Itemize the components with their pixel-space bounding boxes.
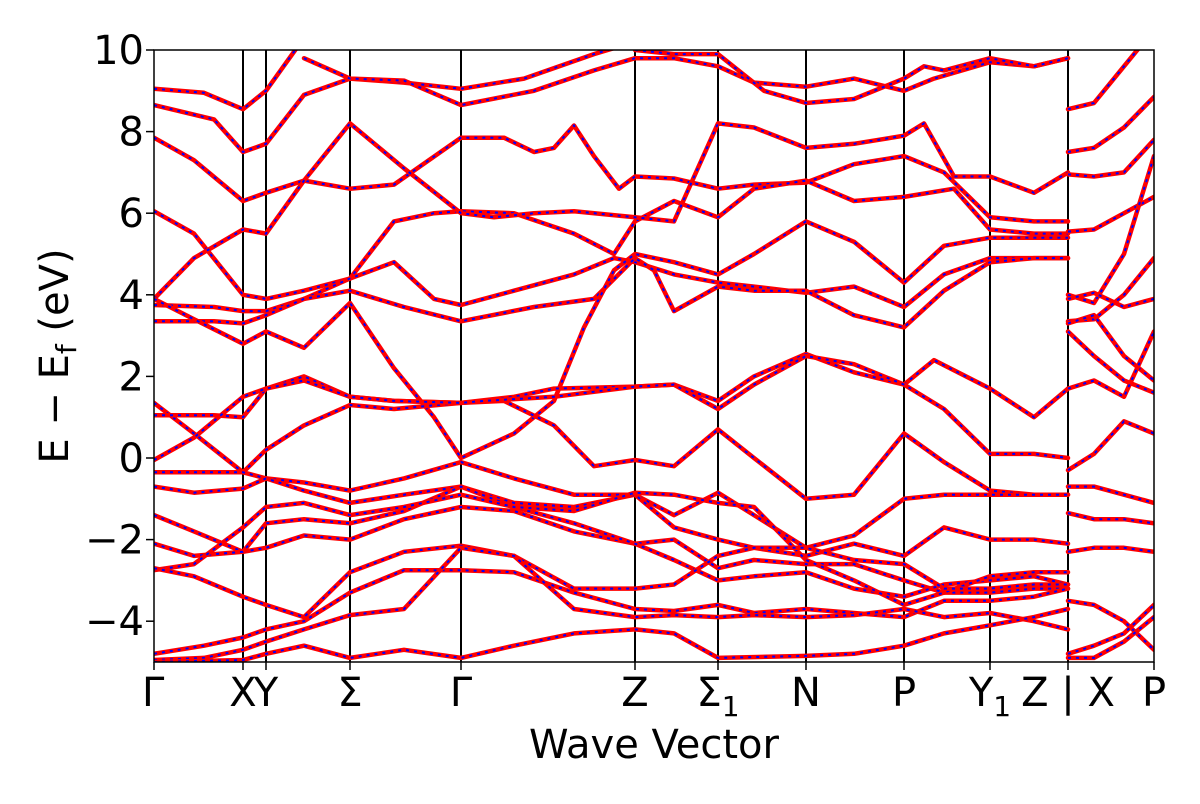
x-tick-label-11: P [1142,670,1166,716]
band-wannier-22 [1067,50,1139,111]
x-tick-label-8: P [892,670,916,716]
x-tick-label-5: Z [621,670,648,716]
band-dft-28 [1065,255,1154,324]
band-wannier-24 [1067,139,1154,178]
y-axis-label-sub: f [50,343,83,354]
band-dft-24 [1065,137,1154,179]
band-wannier-12 [154,354,1069,461]
band-wannier-0 [154,50,297,111]
band-wannier-33 [1068,485,1154,504]
band-dft-33 [1065,484,1154,506]
band-wannier-10 [154,352,1069,474]
band-wannier-3 [634,50,1069,105]
band-wannier-28 [1067,257,1154,323]
y-tick-label: 10 [93,28,144,74]
band-wannier-9 [154,220,1068,460]
band-wannier-35 [1067,546,1154,553]
y-axis-label-main: E − E [32,354,78,464]
x-tick-label-1: X [229,670,256,716]
band-wannier-16 [154,485,1069,598]
band-wannier-36 [1067,599,1154,651]
band-wannier-19 [154,569,1069,655]
y-tick-label: −2 [85,518,144,564]
band-dft-38 [1065,614,1154,661]
y-axis-label: E − Ef (eV) [32,248,83,463]
y-axis-label-unit: (eV) [32,248,78,344]
band-wannier-34 [1067,512,1154,525]
y-tick-label: 6 [119,191,144,237]
band-wannier-37 [1067,604,1154,655]
band-wannier-31 [1067,331,1154,399]
x-tick-label-7: N [791,670,821,716]
kpoint-lines [242,50,1069,662]
band-dft-26 [1065,153,1154,306]
x-tick-label-6: Σ1 [696,670,739,723]
x-tick-label-2: Y [253,670,279,716]
y-tick-label: 4 [119,273,144,319]
band-wannier-14 [154,477,1069,557]
band-dft-2 [301,55,1071,108]
x-axis-label: Wave Vector [529,722,780,768]
y-tick-label: 2 [119,354,144,400]
band-wannier-30 [1067,330,1154,394]
x-tick-label-0: Γ [142,670,165,716]
band-wannier-6 [154,121,1069,300]
band-wannier-2 [303,57,1069,107]
band-dft-32 [1065,419,1154,473]
y-tick-label: −4 [85,599,144,645]
band-dft-23 [1065,94,1154,155]
band-wannier-21 [154,608,1069,662]
band-dft-27 [1065,290,1154,310]
plot-frame [153,49,1155,663]
band-dft-0 [154,50,299,112]
x-tick-label-9: Y1 [968,670,1011,723]
band-wannier-20 [154,546,1069,661]
x-axis: Γ XY Σ Γ Z Σ1 N P Y1 Z | X P [142,662,1166,723]
band-lines [154,50,1154,662]
band-dft-9 [154,219,1071,461]
x-tick-label-10: Z | X [1021,670,1115,716]
y-tick-label: 0 [119,436,144,482]
y-tick-label: 8 [119,110,144,156]
band-wannier-5 [154,179,1068,300]
x-tick-label-3: Σ [337,670,362,716]
band-wannier-18 [154,544,1068,619]
band-dft-14 [154,476,1071,559]
band-dft-22 [1065,50,1141,112]
band-wannier-17 [154,491,1068,606]
band-dft-12 [154,353,1071,463]
band-dft-3 [632,50,1071,106]
x-tick-label-4: Γ [450,670,473,716]
band-wannier-8 [154,256,1068,329]
y-axis: −4 −2 0 2 4 6 8 10 [85,28,154,645]
